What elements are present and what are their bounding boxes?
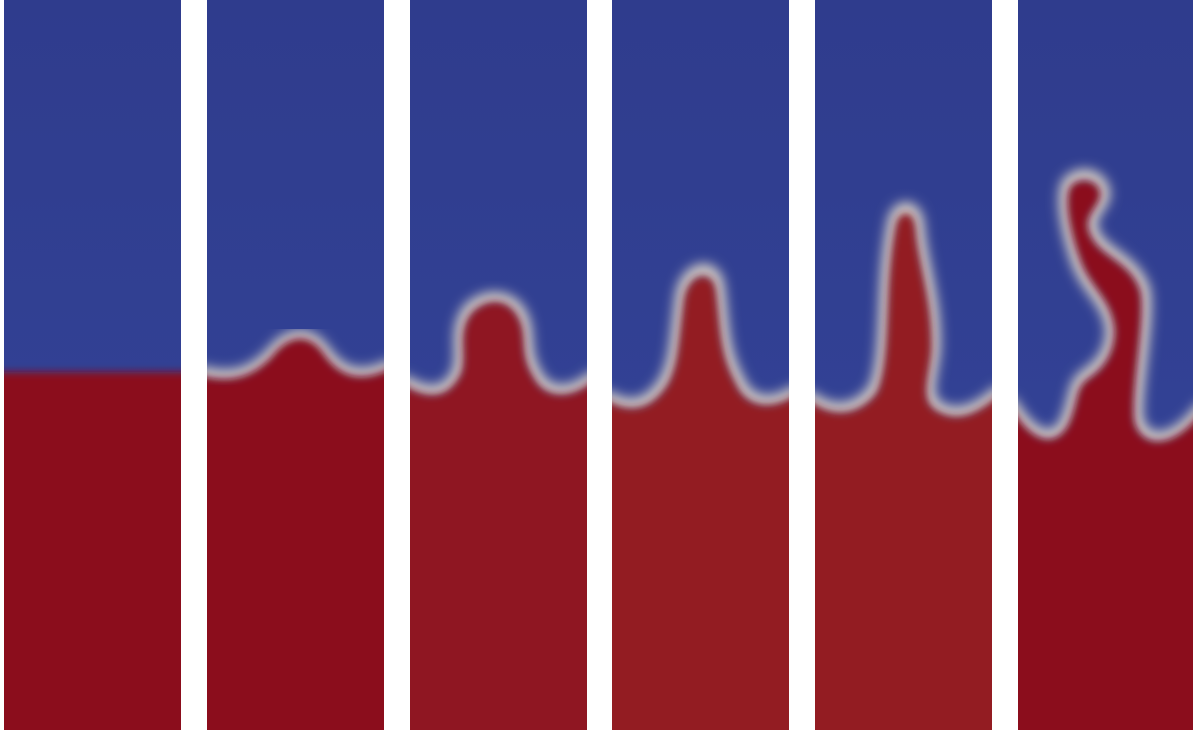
frame-2 — [207, 0, 384, 730]
heavy-fluid — [612, 276, 789, 730]
heavy-fluid — [1018, 180, 1193, 730]
heavy-fluid — [207, 339, 384, 730]
interface — [815, 202, 992, 421]
frame-6 — [1018, 0, 1193, 730]
interface — [207, 330, 384, 384]
frame-3 — [410, 0, 587, 730]
heavy-fluid — [4, 372, 181, 730]
frame-4 — [612, 0, 789, 730]
frame-5 — [815, 0, 992, 730]
heavy-fluid — [410, 302, 587, 730]
interface — [410, 292, 587, 400]
heavy-fluid — [815, 213, 992, 730]
interface — [1018, 169, 1193, 446]
frame-1 — [4, 0, 181, 730]
interface — [612, 263, 789, 413]
